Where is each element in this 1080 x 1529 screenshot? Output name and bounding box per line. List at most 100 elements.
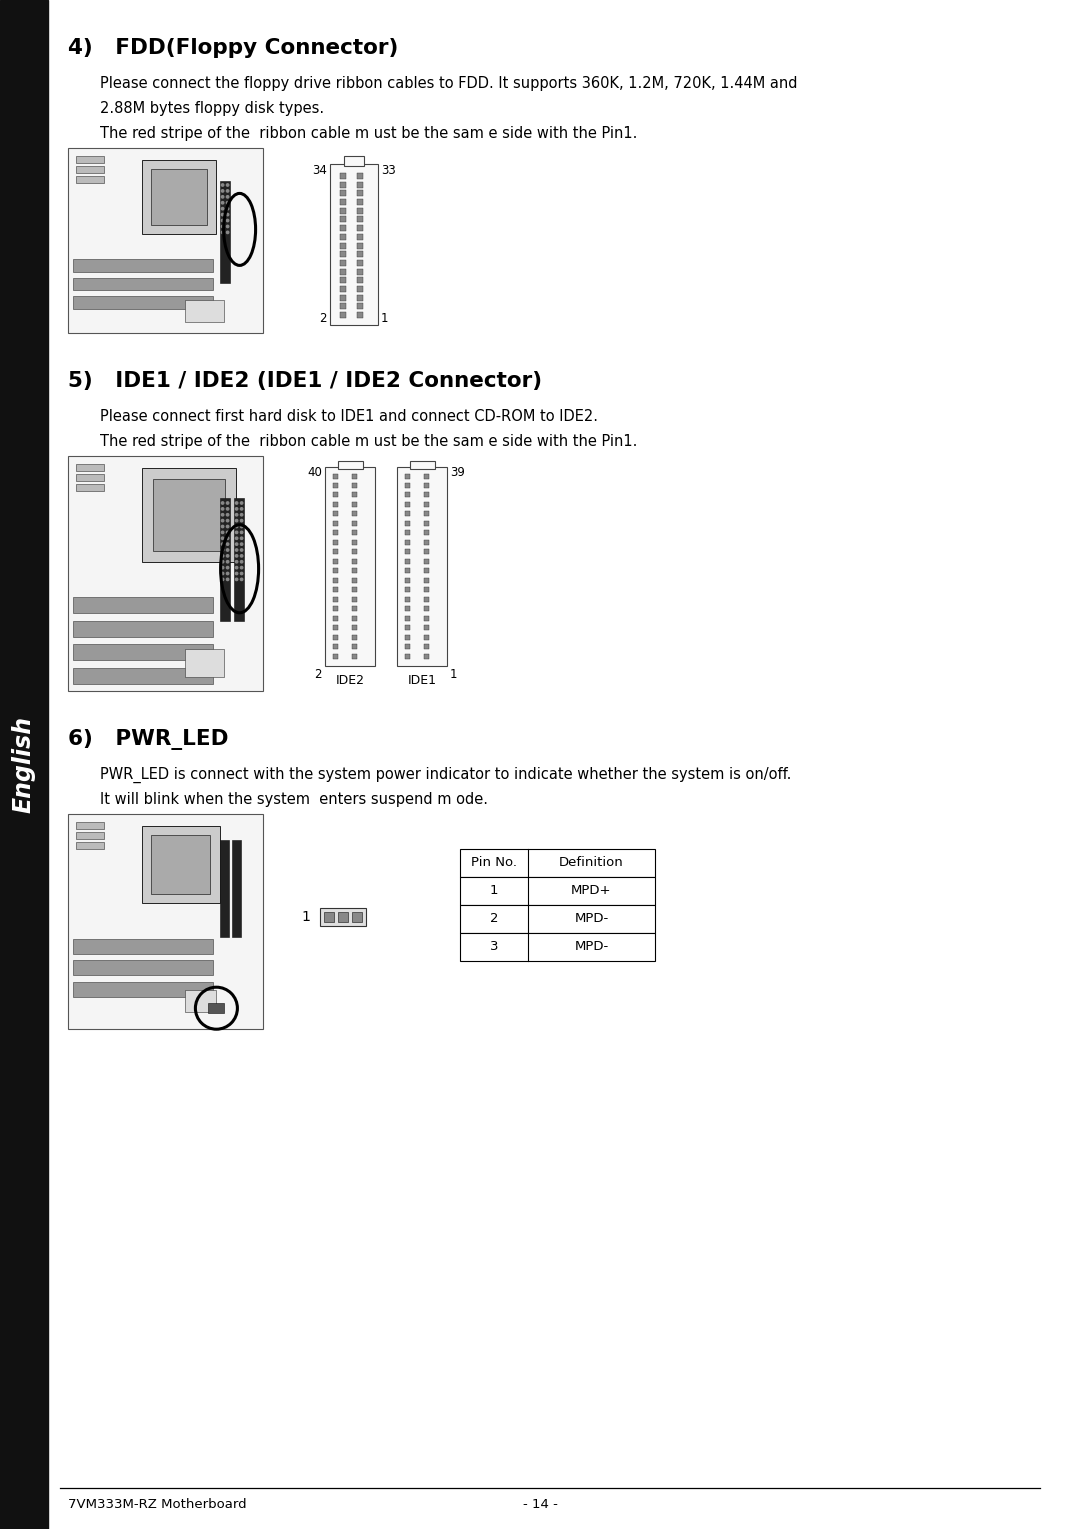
Bar: [423, 492, 429, 497]
Bar: [405, 492, 409, 497]
Bar: [185, 300, 224, 323]
Text: 2.88M bytes floppy disk types.: 2.88M bytes floppy disk types.: [100, 101, 324, 116]
Bar: [351, 511, 356, 517]
Bar: [357, 225, 363, 231]
Circle shape: [227, 219, 229, 222]
Circle shape: [241, 520, 243, 521]
Circle shape: [235, 549, 238, 550]
Circle shape: [221, 555, 224, 557]
Bar: [76, 823, 104, 829]
Circle shape: [227, 208, 229, 209]
Bar: [405, 549, 409, 555]
Circle shape: [227, 225, 229, 228]
Bar: [423, 596, 429, 601]
Circle shape: [221, 531, 224, 534]
Bar: [73, 644, 214, 661]
Bar: [423, 625, 429, 630]
Circle shape: [241, 566, 243, 569]
Circle shape: [221, 578, 224, 581]
Bar: [340, 295, 347, 301]
Text: 2: 2: [489, 913, 498, 925]
Bar: [73, 297, 214, 309]
Text: The red stripe of the  ribbon cable m ust be the sam e side with the Pin1.: The red stripe of the ribbon cable m ust…: [100, 434, 637, 450]
Circle shape: [221, 520, 224, 521]
Bar: [340, 286, 347, 292]
Circle shape: [241, 543, 243, 546]
Circle shape: [241, 514, 243, 515]
Text: MPD-: MPD-: [575, 913, 609, 925]
Bar: [357, 199, 363, 205]
Text: 2: 2: [314, 668, 322, 680]
Text: 1: 1: [301, 910, 310, 924]
Circle shape: [235, 514, 238, 515]
Bar: [357, 251, 363, 257]
Circle shape: [241, 578, 243, 581]
Bar: [460, 878, 654, 905]
Circle shape: [221, 561, 224, 563]
Bar: [409, 462, 434, 469]
Bar: [333, 474, 337, 479]
Circle shape: [227, 561, 229, 563]
Bar: [333, 625, 337, 630]
Circle shape: [221, 508, 224, 511]
Circle shape: [227, 531, 229, 534]
Bar: [357, 191, 363, 196]
Bar: [333, 596, 337, 601]
Text: 7VM333M-RZ Motherboard: 7VM333M-RZ Motherboard: [68, 1498, 246, 1511]
Text: The red stripe of the  ribbon cable m ust be the sam e side with the Pin1.: The red stripe of the ribbon cable m ust…: [100, 125, 637, 141]
Bar: [460, 905, 654, 933]
Bar: [220, 839, 229, 937]
Bar: [351, 569, 356, 573]
Bar: [423, 483, 429, 488]
Text: Please connect the floppy drive ribbon cables to FDD. It supports 360K, 1.2M, 72: Please connect the floppy drive ribbon c…: [100, 76, 797, 92]
Circle shape: [221, 225, 224, 228]
Bar: [351, 596, 356, 601]
Circle shape: [227, 572, 229, 575]
Bar: [345, 156, 364, 167]
Bar: [351, 483, 356, 488]
Text: IDE2: IDE2: [336, 674, 365, 687]
Bar: [232, 839, 241, 937]
Bar: [423, 616, 429, 621]
Bar: [357, 295, 363, 301]
Bar: [357, 182, 363, 188]
Bar: [333, 483, 337, 488]
Bar: [340, 182, 347, 188]
Circle shape: [241, 572, 243, 575]
Bar: [340, 208, 347, 214]
Bar: [423, 540, 429, 544]
Bar: [76, 463, 104, 471]
Bar: [405, 521, 409, 526]
Circle shape: [227, 566, 229, 569]
Text: 40: 40: [307, 466, 322, 479]
Text: 5)   IDE1 / IDE2 (IDE1 / IDE2 Connector): 5) IDE1 / IDE2 (IDE1 / IDE2 Connector): [68, 372, 542, 391]
Bar: [357, 286, 363, 292]
Text: IDE1: IDE1: [407, 674, 436, 687]
Text: 34: 34: [312, 164, 327, 177]
Bar: [423, 569, 429, 573]
Bar: [423, 644, 429, 648]
Circle shape: [241, 561, 243, 563]
Bar: [220, 498, 230, 621]
Text: - 14 -: - 14 -: [523, 1498, 557, 1511]
Bar: [73, 621, 214, 638]
Bar: [333, 605, 337, 612]
Circle shape: [235, 555, 238, 557]
Circle shape: [235, 520, 238, 521]
Bar: [76, 474, 104, 482]
Bar: [405, 625, 409, 630]
Bar: [423, 558, 429, 564]
Circle shape: [241, 549, 243, 550]
Bar: [423, 531, 429, 535]
Bar: [68, 456, 264, 691]
Circle shape: [241, 502, 243, 505]
Bar: [423, 605, 429, 612]
Circle shape: [221, 543, 224, 546]
Circle shape: [227, 196, 229, 199]
Bar: [405, 483, 409, 488]
Text: MPD+: MPD+: [571, 884, 611, 898]
Bar: [76, 176, 104, 183]
Text: English: English: [12, 716, 36, 812]
Bar: [324, 913, 334, 922]
Bar: [330, 164, 378, 326]
